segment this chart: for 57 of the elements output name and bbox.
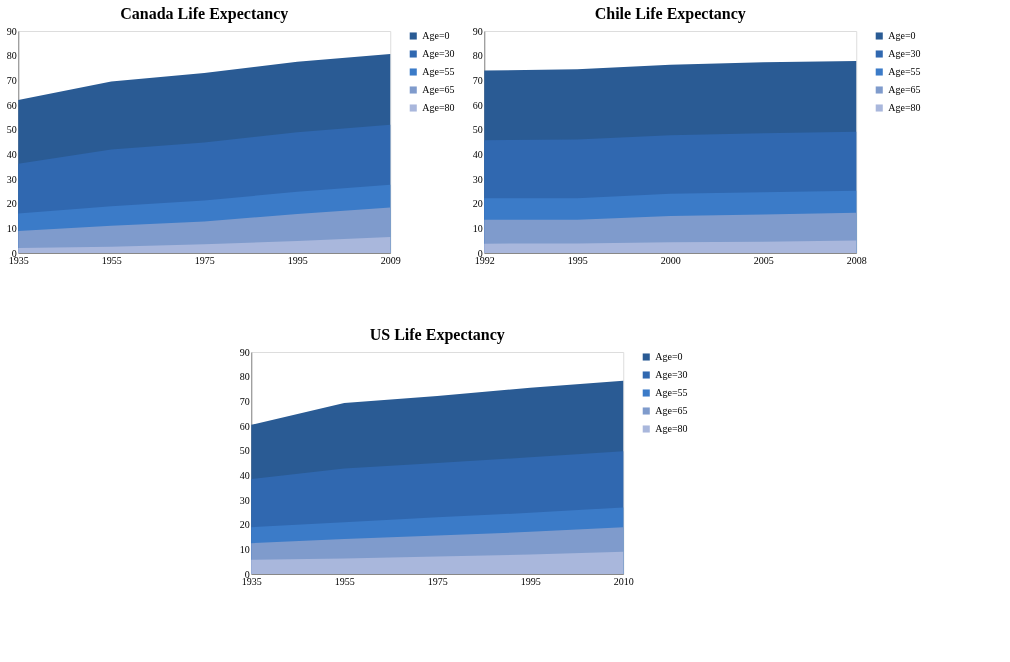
y-tick-label: 10 [6,222,17,234]
x-tick-label: 1975 [194,254,215,266]
y-tick-label: 90 [6,25,17,37]
legend-label: Age=0 [655,351,683,362]
y-tick-label: 40 [6,148,17,160]
legend-label: Age=30 [888,48,921,59]
legend-label: Age=65 [655,405,688,416]
legend-label: Age=30 [422,48,455,59]
y-tick-label: 60 [6,99,17,111]
chart-title: Chile Life Expectancy [594,5,746,23]
y-tick-label: 70 [472,74,483,86]
legend-label: Age=55 [655,387,688,398]
y-tick-label: 60 [239,420,250,432]
y-tick-label: 10 [239,543,250,555]
x-tick-label: 2005 [753,254,774,266]
legend-label: Age=55 [888,66,921,77]
y-tick-label: 80 [6,50,17,62]
y-tick-label: 40 [239,469,250,481]
legend-label: Age=80 [888,102,921,113]
y-tick-label: 40 [472,148,483,160]
legend-label: Age=65 [888,84,921,95]
legend-label: Age=65 [422,84,455,95]
y-tick-label: 20 [472,198,483,210]
y-tick-label: 30 [472,173,483,185]
x-tick-label: 2009 [380,254,401,266]
y-tick-label: 80 [472,50,483,62]
legend-label: Age=30 [655,369,688,380]
x-tick-label: 1955 [101,254,122,266]
x-tick-label: 2000 [660,254,681,266]
x-tick-label: 1955 [334,575,355,587]
y-tick-label: 20 [6,198,17,210]
x-tick-label: 1995 [567,254,588,266]
x-tick-label: 2008 [846,254,867,266]
y-tick-label: 10 [472,222,483,234]
legend-label: Age=55 [422,66,455,77]
y-tick-label: 50 [6,124,17,136]
y-tick-label: 90 [239,346,250,358]
legend-label: Age=0 [422,30,450,41]
y-tick-label: 60 [472,99,483,111]
y-tick-label: 30 [239,494,250,506]
y-tick-label: 30 [6,173,17,185]
y-tick-label: 50 [472,124,483,136]
chart-title: US Life Expectancy [369,326,505,344]
legend-label: Age=0 [888,30,916,41]
y-tick-label: 70 [239,395,250,407]
x-tick-label: 1995 [287,254,308,266]
x-tick-label: 1975 [427,575,448,587]
legend-label: Age=80 [655,423,688,434]
y-tick-label: 20 [239,519,250,531]
y-tick-label: 80 [239,371,250,383]
x-tick-label: 2010 [613,575,634,587]
x-tick-label: 1995 [520,575,541,587]
y-tick-label: 90 [472,25,483,37]
chart-title: Canada Life Expectancy [120,5,289,23]
y-tick-label: 50 [239,445,250,457]
y-tick-label: 70 [6,74,17,86]
legend-label: Age=80 [422,102,455,113]
